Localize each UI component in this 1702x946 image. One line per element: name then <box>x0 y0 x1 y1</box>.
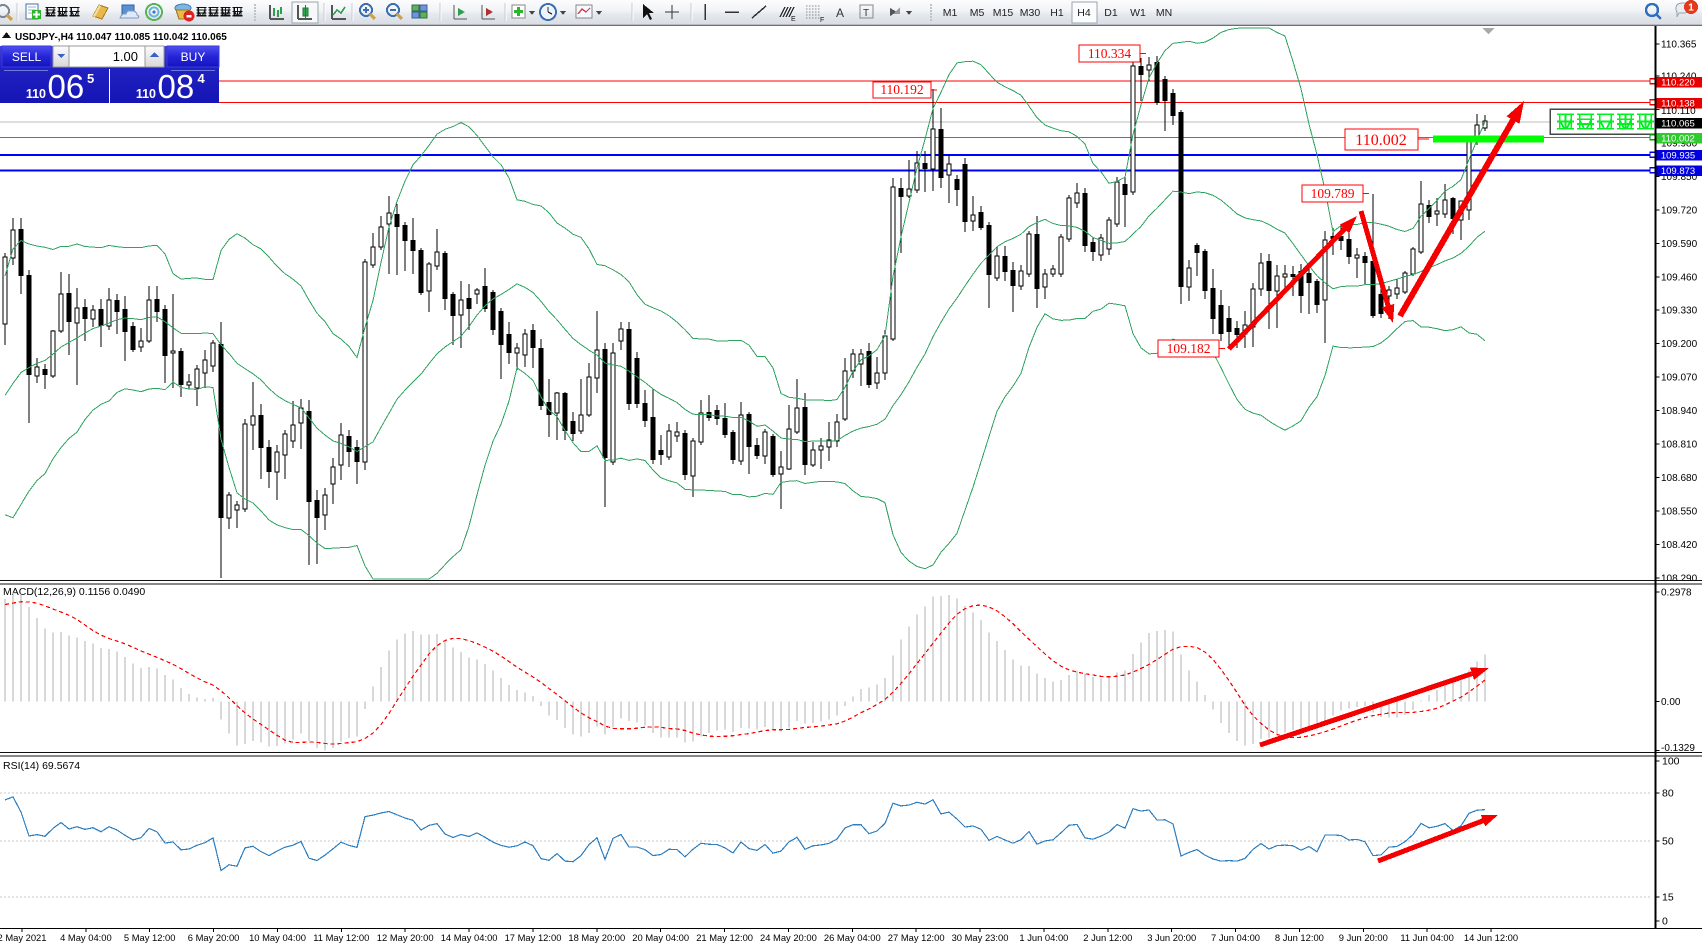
svg-text:0: 0 <box>1662 916 1668 928</box>
svg-text:H1: H1 <box>1050 7 1064 19</box>
svg-text:110.192: 110.192 <box>880 82 923 97</box>
svg-text:108.810: 108.810 <box>1661 440 1698 451</box>
svg-text:M15: M15 <box>993 7 1014 19</box>
svg-text:7 Jun 04:00: 7 Jun 04:00 <box>1211 932 1260 943</box>
svg-text:110.138: 110.138 <box>1661 99 1695 110</box>
svg-text:30 May 23:00: 30 May 23:00 <box>952 932 1009 943</box>
svg-text:109.460: 109.460 <box>1661 272 1698 283</box>
svg-text:RSI(14) 69.5674: RSI(14) 69.5674 <box>3 760 80 772</box>
svg-text:1.00: 1.00 <box>113 49 138 64</box>
svg-text:4 May 04:00: 4 May 04:00 <box>60 932 112 943</box>
svg-text:109.070: 109.070 <box>1661 373 1698 384</box>
svg-text:110.110: 110.110 <box>1661 106 1696 117</box>
svg-text:W1: W1 <box>1130 7 1146 19</box>
svg-text:27 May 12:00: 27 May 12:00 <box>888 932 945 943</box>
svg-text:-0.1329: -0.1329 <box>1661 743 1695 754</box>
svg-text:4: 4 <box>198 71 206 86</box>
svg-text:14 May 04:00: 14 May 04:00 <box>441 932 498 943</box>
svg-text:12 May 20:00: 12 May 20:00 <box>377 932 434 943</box>
svg-text:50: 50 <box>1662 836 1674 848</box>
svg-text:0.00: 0.00 <box>1661 697 1681 708</box>
svg-text:11 Jun 04:00: 11 Jun 04:00 <box>1400 932 1454 943</box>
svg-text:110.002: 110.002 <box>1355 132 1406 149</box>
svg-text:21 May 12:00: 21 May 12:00 <box>696 932 753 943</box>
svg-text:17 May 12:00: 17 May 12:00 <box>505 932 562 943</box>
svg-text:110: 110 <box>26 87 46 101</box>
svg-text:108.420: 108.420 <box>1661 540 1698 551</box>
svg-text:9 Jun 20:00: 9 Jun 20:00 <box>1339 932 1388 943</box>
svg-text:0.2978: 0.2978 <box>1661 588 1692 599</box>
svg-text:6 May 20:00: 6 May 20:00 <box>188 932 240 943</box>
svg-text:E: E <box>791 16 796 23</box>
svg-text:MACD(12,26,9) 0.1156 0.0490: MACD(12,26,9) 0.1156 0.0490 <box>3 586 145 598</box>
svg-text:109.330: 109.330 <box>1661 306 1698 317</box>
svg-text:108.680: 108.680 <box>1661 473 1698 484</box>
svg-text:26 May 04:00: 26 May 04:00 <box>824 932 881 943</box>
svg-text:109.980: 109.980 <box>1661 139 1698 150</box>
svg-text:SELL: SELL <box>12 50 42 64</box>
svg-text:1 Jun 04:00: 1 Jun 04:00 <box>1019 932 1068 943</box>
svg-text:109.873: 109.873 <box>1661 166 1695 177</box>
svg-text:15: 15 <box>1662 892 1674 904</box>
svg-text:5 May 12:00: 5 May 12:00 <box>124 932 176 943</box>
svg-text:A: A <box>836 6 844 20</box>
svg-text:H4: H4 <box>1077 7 1091 19</box>
svg-text:F: F <box>820 17 824 24</box>
svg-text:110.220: 110.220 <box>1661 78 1695 89</box>
svg-text:110.002: 110.002 <box>1661 133 1695 144</box>
svg-text:110.365: 110.365 <box>1661 40 1697 51</box>
svg-text:24 May 20:00: 24 May 20:00 <box>760 932 817 943</box>
svg-text:08: 08 <box>158 68 195 105</box>
svg-text:3 Jun 20:00: 3 Jun 20:00 <box>1147 932 1196 943</box>
svg-text:8 Jun 12:00: 8 Jun 12:00 <box>1275 932 1324 943</box>
svg-text:108.940: 108.940 <box>1661 406 1698 417</box>
svg-text:110.065: 110.065 <box>1661 119 1695 130</box>
svg-text:108.290: 108.290 <box>1661 573 1698 584</box>
svg-text:109.590: 109.590 <box>1661 239 1698 250</box>
svg-text:18 May 20:00: 18 May 20:00 <box>568 932 625 943</box>
svg-text:5: 5 <box>87 71 94 86</box>
svg-text:109.850: 109.850 <box>1661 172 1698 183</box>
svg-text:2 May 2021: 2 May 2021 <box>0 932 47 943</box>
svg-text:M30: M30 <box>1020 7 1041 19</box>
svg-text:110.334: 110.334 <box>1088 46 1132 61</box>
svg-text:108.550: 108.550 <box>1661 507 1698 518</box>
svg-text:110: 110 <box>136 87 156 101</box>
svg-text:109.789: 109.789 <box>1311 186 1355 201</box>
svg-text:T: T <box>863 8 869 19</box>
svg-text:M5: M5 <box>970 7 985 19</box>
svg-text:109.720: 109.720 <box>1661 205 1698 216</box>
svg-text:109.200: 109.200 <box>1661 339 1698 350</box>
svg-text:80: 80 <box>1662 788 1674 800</box>
svg-text:USDJPY-,H4 110.047 110.085 11: USDJPY-,H4 110.047 110.085 110.042 110.0… <box>15 32 227 43</box>
svg-text:M1: M1 <box>943 7 958 19</box>
svg-text:20 May 04:00: 20 May 04:00 <box>632 932 689 943</box>
svg-text:MN: MN <box>1156 7 1172 19</box>
svg-text:109.182: 109.182 <box>1167 341 1211 356</box>
svg-text:2 Jun 12:00: 2 Jun 12:00 <box>1083 932 1132 943</box>
svg-text:D1: D1 <box>1104 7 1118 19</box>
svg-text:06: 06 <box>48 68 85 105</box>
svg-text:100: 100 <box>1662 756 1680 768</box>
svg-text:14 Jun 12:00: 14 Jun 12:00 <box>1464 932 1518 943</box>
svg-text:109.935: 109.935 <box>1661 151 1695 162</box>
svg-text:10 May 04:00: 10 May 04:00 <box>249 932 306 943</box>
svg-text:1: 1 <box>1688 3 1694 14</box>
svg-text:11 May 12:00: 11 May 12:00 <box>313 932 369 943</box>
svg-text:BUY: BUY <box>181 50 206 64</box>
